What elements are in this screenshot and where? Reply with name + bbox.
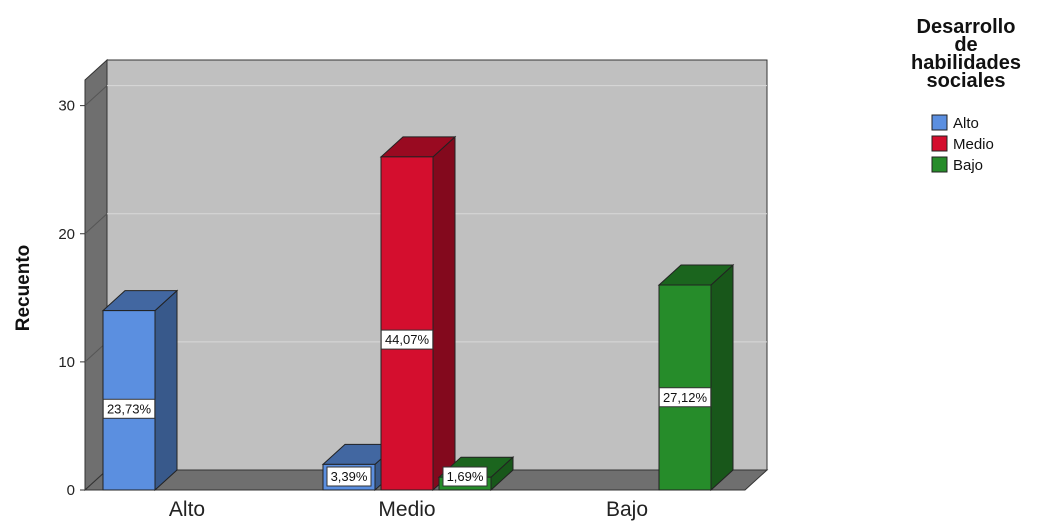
legend-item-bajo: Bajo [931, 156, 983, 174]
data-label: 23,73% [102, 398, 156, 419]
grid-line-side [84, 85, 108, 106]
data-label: 3,39% [326, 466, 372, 487]
legend-title-line: de [954, 34, 977, 56]
bar-front [380, 156, 434, 491]
y-axis-label: Recuento [13, 245, 34, 332]
bar-medio-medio [379, 135, 457, 492]
data-label: 1,69% [442, 466, 488, 487]
bar-side [154, 289, 178, 492]
data-labels-group: 23,73% 3,39% 44,07% 1,69% 27,12% [102, 329, 712, 487]
legend-label: Bajo [953, 157, 983, 174]
legend-title-line: Desarrollo [917, 16, 1016, 38]
x-tick-label: Alto [169, 498, 205, 521]
bar-side [432, 135, 456, 492]
data-label: 27,12% [658, 387, 712, 408]
y-tick-label: 20 [58, 226, 75, 243]
legend-item-alto: Alto [931, 114, 979, 132]
legend-label: Alto [953, 115, 979, 132]
data-label-text: 1,69% [447, 469, 484, 484]
y-tick-label: 0 [67, 482, 75, 499]
legend-title-line: habilidades [911, 52, 1021, 74]
legend-swatch [931, 114, 948, 131]
data-label-text: 23,73% [107, 401, 152, 416]
data-label-box [326, 466, 372, 487]
legend-swatch [931, 156, 948, 173]
data-label-box [442, 466, 488, 487]
legend-item-medio: Medio [931, 135, 994, 153]
y-axis: 0 10 20 30 [58, 98, 85, 499]
data-label-box [380, 329, 434, 350]
data-label-text: 3,39% [331, 469, 368, 484]
legend-swatch [931, 135, 948, 152]
x-tick-label: Bajo [606, 498, 648, 521]
data-label-text: 44,07% [385, 332, 430, 347]
legend-title-line: sociales [927, 70, 1006, 92]
data-label-box [658, 387, 712, 408]
bar-alto-alto [101, 289, 179, 492]
data-label-text: 27,12% [663, 390, 708, 405]
data-label: 44,07% [380, 329, 434, 350]
grid-line-side [84, 213, 108, 235]
y-tick-label: 30 [58, 98, 75, 115]
y-tick-label: 10 [58, 354, 75, 371]
legend-label: Medio [953, 136, 994, 153]
x-tick-label: Medio [378, 498, 435, 521]
bar-side [710, 263, 734, 492]
bar-bajo-bajo [657, 263, 735, 492]
data-label-box [102, 398, 156, 419]
x-axis: Alto Medio Bajo [169, 498, 648, 521]
